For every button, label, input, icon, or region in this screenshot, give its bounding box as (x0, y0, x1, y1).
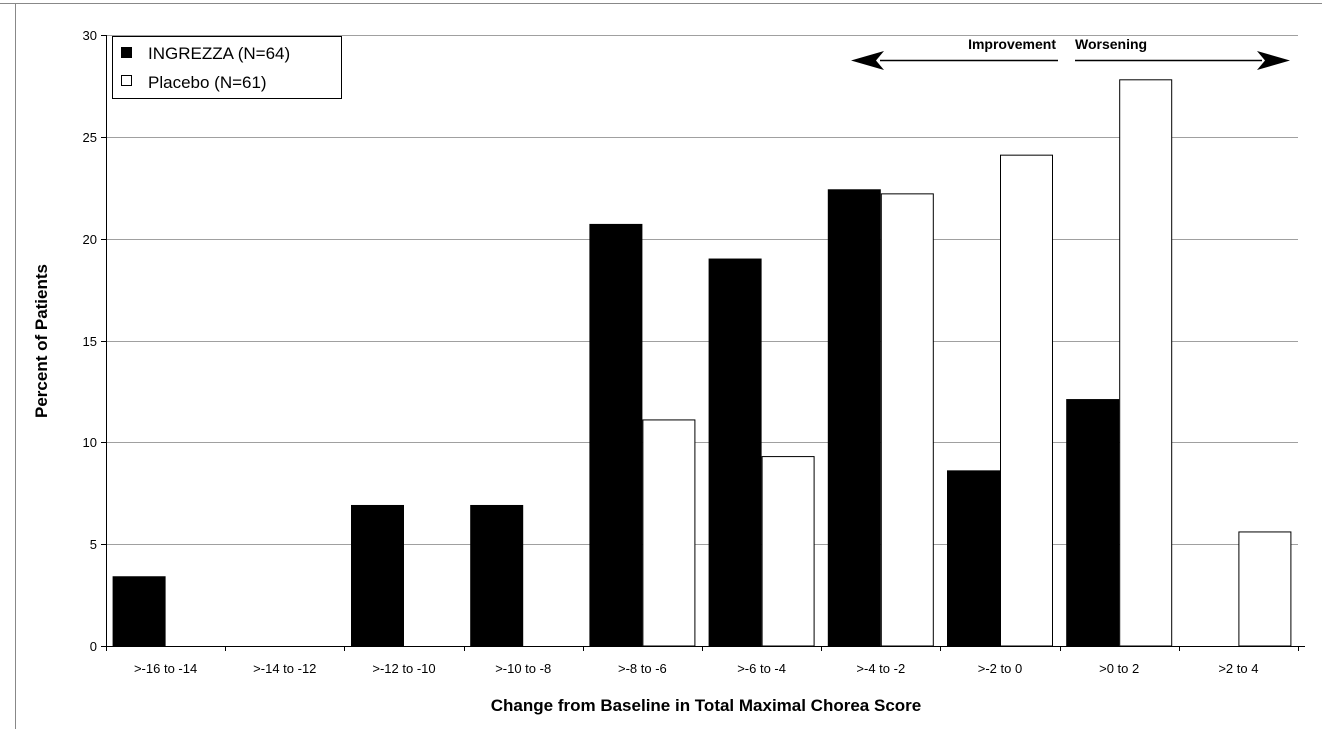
bar-placebo (1238, 531, 1292, 647)
x-tick-label: >-8 to -6 (618, 661, 667, 676)
x-tick-label: >0 to 2 (1099, 661, 1139, 676)
legend-swatch-placebo (121, 75, 132, 86)
bars (112, 79, 1292, 647)
bar-ingrezza (112, 576, 166, 647)
y-tick-label: 10 (83, 435, 97, 450)
y-tick-label: 25 (83, 130, 97, 145)
y-tick-label: 30 (83, 28, 97, 43)
bar-ingrezza (351, 504, 404, 647)
worsening-arrowhead (1257, 51, 1290, 70)
legend-label-ingrezza: INGREZZA (N=64) (148, 44, 290, 63)
x-tick-label: >-4 to -2 (856, 661, 905, 676)
y-ticks: 0 5 10 15 20 25 30 (83, 28, 106, 654)
y-tick-label: 5 (90, 537, 97, 552)
bar-ingrezza (470, 504, 524, 647)
bar-placebo (880, 193, 934, 647)
x-ticks: >-16 to -14 >-14 to -12 >-12 to -10 >-10 to… (106, 646, 1299, 676)
bar-ingrezza (827, 189, 881, 647)
x-tick-label: >-16 to -14 (134, 661, 197, 676)
legend-label-placebo: Placebo (N=61) (148, 73, 267, 92)
x-axis-title: Change from Baseline in Total Maximal Ch… (491, 696, 921, 715)
x-tick-label: >-6 to -4 (737, 661, 786, 676)
improvement-arrowhead (851, 51, 884, 70)
bar-placebo (1119, 79, 1173, 647)
y-tick-label: 20 (83, 232, 97, 247)
x-tick-label: >-2 to 0 (978, 661, 1022, 676)
y-tick-label: 0 (90, 639, 97, 654)
x-tick-label: >2 to 4 (1218, 661, 1258, 676)
annotation: Improvement Worsening (851, 36, 1290, 70)
gridlines (106, 35, 1298, 545)
legend: INGREZZA (N=64) Placebo (N=61) (112, 36, 342, 99)
y-tick-label: 15 (83, 334, 97, 349)
annotation-improvement: Improvement (968, 36, 1056, 52)
bar-placebo (761, 456, 815, 647)
bar-placebo (1000, 154, 1053, 647)
x-tick-label: >-12 to -10 (372, 661, 435, 676)
y-axis-title: Percent of Patients (32, 264, 51, 418)
legend-swatch-ingrezza (121, 47, 132, 58)
bar-ingrezza (947, 470, 1000, 647)
bar-placebo (642, 419, 696, 647)
x-tick-label: >-10 to -8 (495, 661, 551, 676)
bar-ingrezza (589, 223, 643, 647)
legend-box (112, 36, 342, 99)
annotation-worsening: Worsening (1075, 36, 1147, 52)
x-tick-label: >-14 to -12 (253, 661, 316, 676)
bar-ingrezza (1066, 399, 1120, 647)
bar-ingrezza (708, 258, 762, 647)
